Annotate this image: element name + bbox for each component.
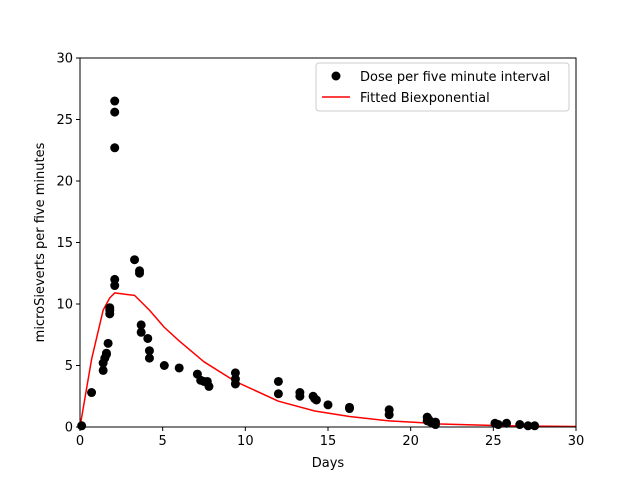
dose-data-point [101, 348, 111, 358]
x-axis-ticks: 0 5 10 15 20 25 30 [76, 427, 584, 449]
dose-data-point [273, 389, 283, 399]
dose-data-point [430, 417, 440, 427]
dose-data-point [105, 303, 115, 313]
dose-data-point [295, 388, 305, 398]
x-tick-label: 15 [320, 434, 337, 449]
dose-data-point [103, 338, 113, 348]
y-tick-label: 30 [56, 52, 73, 67]
dose-data-point [344, 402, 354, 412]
dose-data-point [159, 361, 169, 370]
y-tick-label: 20 [56, 175, 73, 190]
y-tick-label: 5 [65, 359, 73, 374]
y-tick-label: 25 [56, 113, 73, 128]
dose-data-point [110, 274, 120, 284]
legend-label-scatter: Dose per five minute interval [360, 70, 550, 85]
dose-data-point [87, 388, 97, 398]
legend: Dose per five minute interval Fitted Bie… [315, 62, 570, 112]
legend-box [315, 62, 570, 112]
series-layer [77, 96, 577, 431]
dose-data-point [384, 405, 394, 415]
dose-data-point [323, 400, 333, 410]
dose-data-point [144, 346, 154, 356]
dose-data-point [230, 368, 240, 378]
dose-data-point [502, 418, 512, 428]
dose-data-point [77, 421, 87, 431]
dose-data-point [98, 365, 108, 375]
x-axis-label: Days [312, 456, 345, 471]
dose-data-point [136, 320, 146, 330]
dose-data-point [204, 381, 214, 391]
x-tick-label: 0 [76, 434, 84, 449]
dose-data-point [110, 107, 120, 117]
y-tick-label: 15 [56, 236, 73, 251]
x-tick-label: 20 [402, 434, 419, 449]
dose-data-point [143, 333, 153, 343]
dose-data-point [493, 420, 503, 430]
y-axis-label: microSieverts per five minutes [33, 142, 48, 342]
dose-data-point [174, 363, 184, 373]
dose-data-point [230, 374, 240, 384]
dose-data-point [110, 143, 120, 153]
y-tick-label: 10 [56, 298, 73, 313]
x-tick-label: 30 [568, 434, 585, 449]
dose-data-point [144, 353, 154, 363]
y-tick-label: 0 [65, 421, 73, 436]
dose-data-point [135, 266, 145, 276]
x-tick-label: 5 [159, 434, 167, 449]
dose-data-point [136, 327, 146, 337]
dose-data-point [515, 420, 525, 430]
x-tick-label: 10 [237, 434, 254, 449]
dose-data-point [273, 376, 283, 386]
dose-data-point [523, 421, 533, 431]
dose-data-point [110, 96, 120, 106]
x-tick-label: 25 [485, 434, 502, 449]
y-axis-ticks: 0 5 10 15 20 25 30 [56, 52, 80, 436]
dose-data-point [110, 281, 120, 291]
legend-marker-scatter [331, 71, 341, 81]
legend-label-line: Fitted Biexponential [360, 91, 490, 106]
dose-data-point [130, 255, 140, 265]
dose-data-point [530, 421, 540, 431]
dose-data-point [311, 395, 321, 405]
